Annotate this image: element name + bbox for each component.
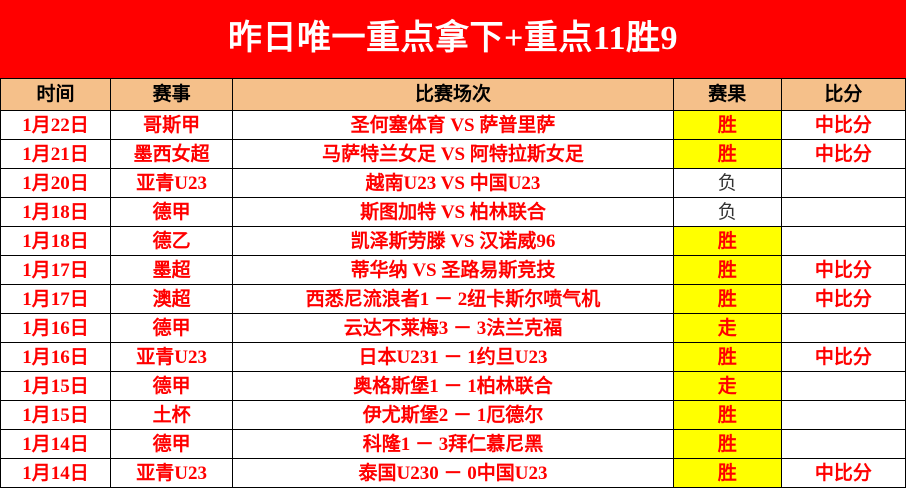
status-badge: 胜 (672, 110, 782, 140)
table-row: 1月20日 亚青U23 越南U23 VS 中国U23 负 (0, 168, 906, 198)
cell-score (780, 400, 906, 430)
table-row: 1月14日 亚青U23 泰国U230 － 0中国U23 胜中比分 (0, 458, 906, 488)
cell-league: 土杯 (110, 400, 234, 430)
cell-score (780, 313, 906, 343)
status-badge: 胜 (672, 400, 782, 430)
cell-league: 墨超 (110, 255, 234, 285)
cell-league: 德甲 (110, 197, 234, 227)
cell-match: 凯泽斯劳滕 VS 汉诺威96 (232, 226, 674, 256)
cell-score: 中比分 (780, 110, 906, 140)
table-row: 1月17日 澳超 西悉尼流浪者1 － 2纽卡斯尔喷气机胜中比分 (0, 284, 906, 314)
column-header-match: 比赛场次 (232, 78, 674, 111)
cell-match: 泰国U230 － 0中国U23 (232, 458, 674, 488)
table-row: 1月16日 德甲 云达不莱梅3 － 3法兰克福走 (0, 313, 906, 343)
column-header-score: 比分 (780, 78, 906, 111)
status-badge: 胜 (672, 226, 782, 256)
table-row: 1月16日 亚青U23 日本U231 － 1约旦U23 胜中比分 (0, 342, 906, 372)
cell-match: 斯图加特 VS 柏林联合 (232, 197, 674, 227)
table-header: 时间 赛事 比赛场次 赛果 比分 (0, 78, 906, 111)
status-badge: 走 (672, 313, 782, 343)
cell-match: 伊尤斯堡2 － 1厄德尔 (232, 400, 674, 430)
cell-match: 西悉尼流浪者1 － 2纽卡斯尔喷气机 (232, 284, 674, 314)
cell-time: 1月22日 (0, 110, 112, 140)
column-header-league: 赛事 (110, 78, 234, 111)
table-row: 1月15日 土杯 伊尤斯堡2 － 1厄德尔胜 (0, 400, 906, 430)
cell-match: 蒂华纳 VS 圣路易斯竞技 (232, 255, 674, 285)
table-row: 1月21日 墨西女超 马萨特兰女足 VS 阿特拉斯女足胜中比分 (0, 139, 906, 169)
cell-score (780, 226, 906, 256)
cell-league: 亚青U23 (110, 342, 234, 372)
status-badge: 胜 (672, 255, 782, 285)
cell-time: 1月16日 (0, 313, 112, 343)
status-badge: 胜 (672, 342, 782, 372)
cell-time: 1月14日 (0, 458, 112, 488)
banner: 昨日唯一重点拿下+重点11胜9 (0, 0, 906, 78)
cell-match: 云达不莱梅3 － 3法兰克福 (232, 313, 674, 343)
cell-league: 哥斯甲 (110, 110, 234, 140)
cell-match: 奥格斯堡1 － 1柏林联合 (232, 371, 674, 401)
table-row: 1月17日 墨超 蒂华纳 VS 圣路易斯竞技胜中比分 (0, 255, 906, 285)
cell-time: 1月21日 (0, 139, 112, 169)
status-badge: 负 (672, 197, 782, 227)
cell-score (780, 197, 906, 227)
cell-league: 亚青U23 (110, 168, 234, 198)
table-row: 1月18日 德乙 凯泽斯劳滕 VS 汉诺威96 胜 (0, 226, 906, 256)
cell-time: 1月16日 (0, 342, 112, 372)
cell-time: 1月15日 (0, 371, 112, 401)
status-badge: 胜 (672, 429, 782, 459)
cell-score: 中比分 (780, 284, 906, 314)
table-row: 1月14日 德甲 科隆1 － 3拜仁慕尼黑胜 (0, 429, 906, 459)
cell-league: 澳超 (110, 284, 234, 314)
cell-match: 马萨特兰女足 VS 阿特拉斯女足 (232, 139, 674, 169)
cell-league: 亚青U23 (110, 458, 234, 488)
cell-match: 科隆1 － 3拜仁慕尼黑 (232, 429, 674, 459)
cell-league: 墨西女超 (110, 139, 234, 169)
table-row: 1月15日 德甲 奥格斯堡1 － 1柏林联合走 (0, 371, 906, 401)
table-row: 1月18日 德甲 斯图加特 VS 柏林联合负 (0, 197, 906, 227)
cell-score: 中比分 (780, 458, 906, 488)
cell-score (780, 371, 906, 401)
cell-score: 中比分 (780, 342, 906, 372)
status-badge: 胜 (672, 139, 782, 169)
table-header-row: 时间 赛事 比赛场次 赛果 比分 (0, 78, 906, 111)
column-header-time: 时间 (0, 78, 112, 111)
table-row: 1月22日 哥斯甲 圣何塞体育 VS 萨普里萨胜中比分 (0, 110, 906, 140)
status-badge: 胜 (672, 284, 782, 314)
cell-match: 圣何塞体育 VS 萨普里萨 (232, 110, 674, 140)
cell-league: 德乙 (110, 226, 234, 256)
cell-league: 德甲 (110, 313, 234, 343)
cell-league: 德甲 (110, 371, 234, 401)
cell-match: 越南U23 VS 中国U23 (232, 168, 674, 198)
cell-league: 德甲 (110, 429, 234, 459)
cell-score (780, 168, 906, 198)
cell-time: 1月17日 (0, 255, 112, 285)
page-title: 昨日唯一重点拿下+重点11胜9 (228, 20, 678, 57)
cell-score (780, 429, 906, 459)
cell-time: 1月15日 (0, 400, 112, 430)
status-badge: 走 (672, 371, 782, 401)
cell-time: 1月14日 (0, 429, 112, 459)
cell-match: 日本U231 － 1约旦U23 (232, 342, 674, 372)
status-badge: 负 (672, 168, 782, 198)
cell-time: 1月18日 (0, 197, 112, 227)
column-header-result: 赛果 (672, 78, 782, 111)
cell-time: 1月20日 (0, 168, 112, 198)
cell-time: 1月17日 (0, 284, 112, 314)
table-body: 1月22日 哥斯甲 圣何塞体育 VS 萨普里萨胜中比分 1月21日 墨西女超 马萨特兰女足… (0, 110, 906, 488)
status-badge: 胜 (672, 458, 782, 488)
match-results-table: 时间 赛事 比赛场次 赛果 比分 1月22日 哥斯甲 圣何塞体育 VS 萨普里萨胜中… (0, 78, 906, 488)
cell-time: 1月18日 (0, 226, 112, 256)
cell-score: 中比分 (780, 139, 906, 169)
cell-score: 中比分 (780, 255, 906, 285)
